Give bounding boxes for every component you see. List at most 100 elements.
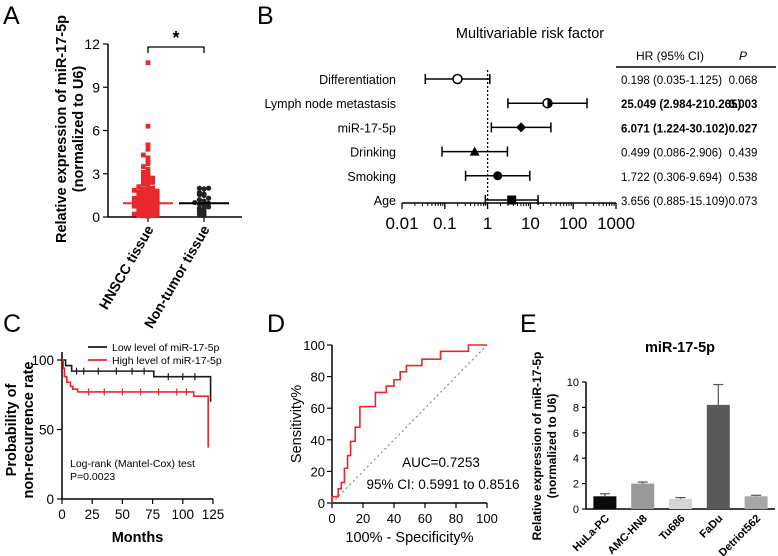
data-point (145, 178, 151, 184)
y-axis-label-line: non-recurrence rate (21, 362, 37, 499)
y-tick-label: 100 (303, 338, 325, 353)
data-point (145, 182, 151, 188)
reference-diagonal (331, 344, 488, 504)
y-tick-label: 3 (92, 166, 100, 182)
y-axis-label: Relative expression of miR-17-5p(normali… (54, 15, 87, 243)
x-tick-label: 75 (145, 507, 160, 522)
data-point (141, 213, 146, 219)
y-axis-label: Relative expression of miR-17-5p(normali… (530, 352, 559, 541)
y-tick-label: 12 (84, 36, 100, 52)
column-header-p: P (739, 49, 747, 63)
data-point (145, 142, 151, 148)
data-point (201, 191, 207, 197)
roc-curve (331, 344, 487, 503)
row-label: Drinking (350, 146, 396, 160)
y-tick-label: 10 (567, 377, 579, 389)
data-point (145, 123, 151, 129)
x-tick-label: 0 (58, 507, 66, 522)
x-tick-label: 1000 (597, 214, 635, 233)
annotation-text: 95% CI: 0.5991 to 0.8516 (366, 477, 519, 492)
data-point (141, 164, 146, 169)
x-tick-label: 50 (115, 507, 130, 522)
p-value: 0.027 (729, 123, 758, 135)
hr-value: 25.049 (2.984-210.265) (621, 99, 741, 111)
panel-b-forest: Multivariable risk factor HR (95% CI) P 0.0… (264, 26, 776, 233)
hr-value: 0.499 (0.086-2.906) (621, 148, 722, 160)
data-point (141, 210, 146, 216)
data-point (150, 180, 155, 185)
data-point (145, 213, 151, 219)
x-tick-label: 125 (202, 507, 225, 522)
data-point (154, 192, 160, 198)
x-tick-label: 80 (449, 511, 463, 526)
bar (631, 483, 655, 509)
data-point (131, 211, 137, 217)
y-tick-label: 0 (573, 504, 579, 516)
hr-marker (516, 122, 527, 133)
x-tick-label: 0.01 (385, 214, 418, 233)
category-label: Tu686 (657, 513, 687, 543)
survival-curve (62, 359, 209, 448)
panel-letter-d: D (267, 310, 285, 338)
chart-title: Multivariable risk factor (456, 26, 604, 42)
data-point (136, 189, 142, 195)
category-label: AMC-HN8 (605, 513, 649, 556)
data-point (141, 181, 146, 187)
x-tick-label: 100 (559, 214, 587, 233)
annotation-text: Log-rank (Mantel-Cox) test (70, 458, 195, 470)
p-value: 0.439 (729, 148, 758, 160)
data-point (201, 206, 207, 212)
data-point (145, 210, 151, 216)
category-label: HNSCC tissue (96, 222, 157, 312)
significance-bracket (147, 46, 205, 53)
y-tick-label: 6 (573, 428, 579, 440)
y-axis-label-line: (normalized to U6) (545, 394, 559, 499)
data-point (150, 190, 155, 195)
data-point (145, 171, 151, 177)
legend-label: High level of miR-17-5p (112, 355, 222, 367)
data-point (131, 187, 137, 193)
data-point (150, 205, 155, 211)
data-point (150, 193, 155, 199)
annotation-text: AUC=0.7253 (402, 455, 480, 470)
hr-marker (507, 195, 517, 205)
hr-value: 0.198 (0.035-1.125) (621, 75, 722, 87)
y-tick-label: 9 (92, 79, 100, 95)
data-point (131, 195, 137, 201)
bar (744, 496, 768, 509)
y-axis-label-line: (normalized to U6) (71, 66, 87, 193)
y-tick-label: 100 (31, 353, 54, 368)
hr-marker (469, 146, 480, 156)
data-point (145, 199, 151, 205)
y-tick-label: 80 (311, 370, 325, 385)
y-tick-label: 50 (39, 423, 54, 438)
panel-e-bar: miR-17-5p 0 2 4 6 8 10 Relative expression of m… (530, 340, 775, 556)
y-tick-label: 40 (311, 433, 325, 448)
data-point (131, 203, 137, 209)
panel-letter-c: C (3, 310, 21, 338)
y-tick-label: 0 (318, 496, 325, 511)
x-tick-label: 100 (476, 511, 498, 526)
x-tick-label: 0.1 (433, 214, 457, 233)
x-tick-label: 100 (172, 507, 195, 522)
data-point (154, 212, 160, 218)
data-point (145, 174, 151, 180)
category-label: Detriot562 (717, 513, 764, 556)
x-tick-label: 40 (387, 511, 401, 526)
data-point (145, 161, 151, 167)
y-axis-label: Probability ofnon-recurrence rate (4, 362, 37, 499)
data-point (196, 197, 202, 203)
y-tick-label: 60 (311, 401, 325, 416)
data-point (141, 172, 146, 178)
panel-letter-e: E (520, 310, 537, 338)
data-point (145, 207, 151, 213)
data-point (145, 155, 151, 161)
annotation-text: P=0.0023 (70, 471, 115, 483)
bar (593, 496, 617, 509)
data-point (141, 186, 146, 192)
category-label: FaDu (697, 513, 725, 541)
data-point (141, 202, 146, 208)
